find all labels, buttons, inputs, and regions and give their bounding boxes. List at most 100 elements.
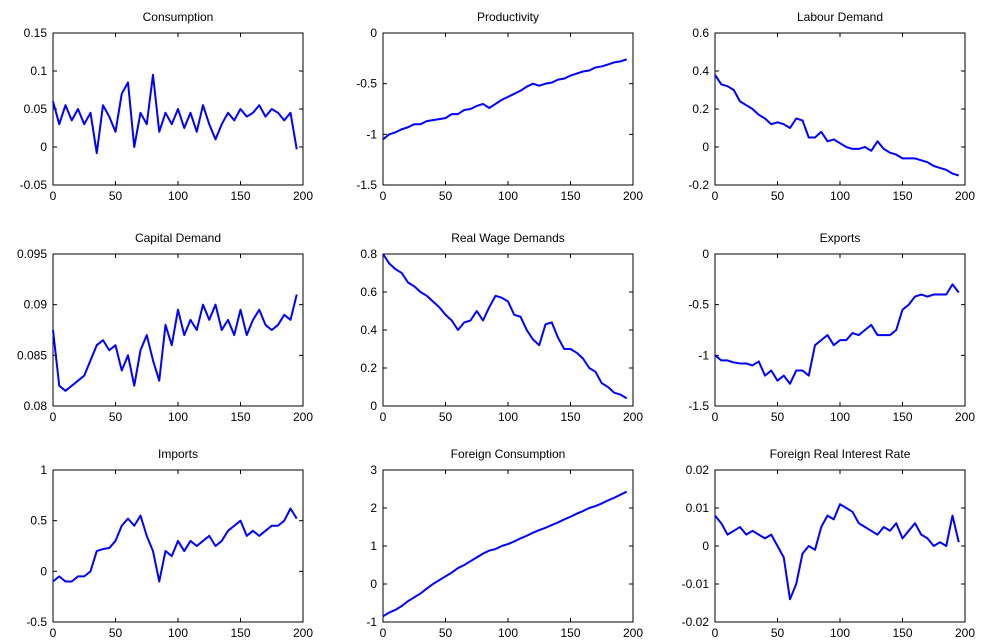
x-tick-label: 50 xyxy=(439,410,453,424)
y-tick-label: -0.01 xyxy=(682,577,710,591)
y-tick-label: 0.6 xyxy=(360,285,377,299)
x-tick-label: 150 xyxy=(230,626,250,640)
subplot: Capital Demand 0 50 100 150 200 0.08 0.085 0.09 0… xyxy=(17,231,313,424)
x-tick-label: 200 xyxy=(955,410,975,424)
subplot-title: Imports xyxy=(158,447,198,461)
y-tick-label: 0.4 xyxy=(692,64,709,78)
y-tick-label: 0.05 xyxy=(24,102,48,116)
data-line xyxy=(382,253,628,400)
x-tick-label: 0 xyxy=(380,410,387,424)
plot-area xyxy=(52,469,304,623)
y-tick-label: -0.05 xyxy=(20,178,48,192)
x-tick-label: 150 xyxy=(560,189,580,203)
subplot-title: Capital Demand xyxy=(135,231,221,245)
subplot-title: Exports xyxy=(820,231,861,245)
data-line xyxy=(382,58,628,141)
y-tick-label: 2 xyxy=(370,501,377,515)
y-tick-label: 0.08 xyxy=(24,399,48,413)
subplot: Foreign Real Interest Rate 0 50 100 150 200 -0… xyxy=(682,447,976,640)
x-tick-label: 100 xyxy=(168,189,188,203)
y-tick-label: 0 xyxy=(40,564,47,578)
subplot-title: Real Wage Demands xyxy=(451,231,565,245)
x-tick-label: 150 xyxy=(560,410,580,424)
y-tick-label: 0 xyxy=(702,247,709,261)
y-tick-label: 0.1 xyxy=(30,64,47,78)
y-tick-label: 0.095 xyxy=(17,247,47,261)
plot-area xyxy=(714,253,966,407)
data-line xyxy=(714,74,960,177)
x-tick-label: 0 xyxy=(50,626,57,640)
y-tick-label: -1 xyxy=(366,615,377,629)
y-tick-label: 0.8 xyxy=(360,247,377,261)
x-tick-label: 150 xyxy=(892,410,912,424)
x-tick-label: 0 xyxy=(380,189,387,203)
y-tick-label: 0.6 xyxy=(692,26,709,40)
plot-area xyxy=(52,253,304,407)
y-tick-label: -1.5 xyxy=(356,178,377,192)
x-tick-label: 200 xyxy=(623,189,643,203)
x-tick-label: 100 xyxy=(498,189,518,203)
x-tick-label: 50 xyxy=(109,410,123,424)
x-tick-label: 200 xyxy=(623,626,643,640)
y-tick-label: -0.02 xyxy=(682,615,710,629)
x-tick-label: 50 xyxy=(771,626,785,640)
x-tick-label: 0 xyxy=(380,626,387,640)
x-tick-label: 150 xyxy=(230,189,250,203)
y-tick-label: -0.2 xyxy=(688,178,709,192)
y-tick-label: -0.5 xyxy=(26,615,47,629)
y-tick-label: -1 xyxy=(366,127,377,141)
x-tick-label: 200 xyxy=(623,410,643,424)
subplot: Productivity 0 50 100 150 200 -1.5 -1 -0.5 0 xyxy=(356,10,643,203)
subplot-title: Productivity xyxy=(477,10,539,24)
x-tick-label: 200 xyxy=(955,189,975,203)
x-tick-label: 50 xyxy=(771,189,785,203)
data-line xyxy=(52,294,298,392)
subplot: Exports 0 50 100 150 200 -1.5 -1 -0.5 0 xyxy=(688,231,975,424)
plot-area xyxy=(714,469,966,623)
x-tick-label: 100 xyxy=(168,410,188,424)
x-tick-label: 150 xyxy=(892,626,912,640)
x-tick-label: 0 xyxy=(712,189,719,203)
subplot-title: Foreign Consumption xyxy=(451,447,566,461)
y-tick-label: 0.02 xyxy=(686,463,710,477)
y-tick-label: 0.15 xyxy=(24,26,48,40)
y-tick-label: 1 xyxy=(370,539,377,553)
data-line xyxy=(52,507,298,583)
subplot-title: Labour Demand xyxy=(797,10,883,24)
x-tick-label: 100 xyxy=(830,410,850,424)
y-tick-label: -0.5 xyxy=(688,298,709,312)
x-tick-label: 100 xyxy=(498,410,518,424)
x-tick-label: 100 xyxy=(168,626,188,640)
y-tick-label: 0.2 xyxy=(692,102,709,116)
x-tick-label: 50 xyxy=(439,189,453,203)
y-tick-label: 0.4 xyxy=(360,323,377,337)
data-line xyxy=(714,503,960,601)
x-tick-label: 100 xyxy=(830,626,850,640)
y-tick-label: 0.085 xyxy=(17,348,47,362)
y-tick-label: 0.2 xyxy=(360,361,377,375)
plot-area xyxy=(382,32,634,186)
x-tick-label: 0 xyxy=(712,410,719,424)
x-tick-label: 200 xyxy=(293,626,313,640)
plot-area xyxy=(714,32,966,186)
x-tick-label: 50 xyxy=(109,189,123,203)
x-tick-label: 0 xyxy=(712,626,719,640)
x-tick-label: 150 xyxy=(892,189,912,203)
data-line xyxy=(714,283,960,385)
y-tick-label: 0 xyxy=(370,26,377,40)
x-tick-label: 100 xyxy=(498,626,518,640)
subplot: Real Wage Demands 0 50 100 150 200 0 0.2 0.4 0.6 0… xyxy=(360,231,643,424)
y-tick-label: 3 xyxy=(370,463,377,477)
plot-area xyxy=(382,469,634,623)
subplot-title: Foreign Real Interest Rate xyxy=(770,447,911,461)
y-tick-label: 0.5 xyxy=(30,514,47,528)
plot-area xyxy=(382,253,634,407)
y-tick-label: 0.01 xyxy=(686,501,710,515)
y-tick-label: -1 xyxy=(698,348,709,362)
y-tick-label: 0.09 xyxy=(24,298,48,312)
